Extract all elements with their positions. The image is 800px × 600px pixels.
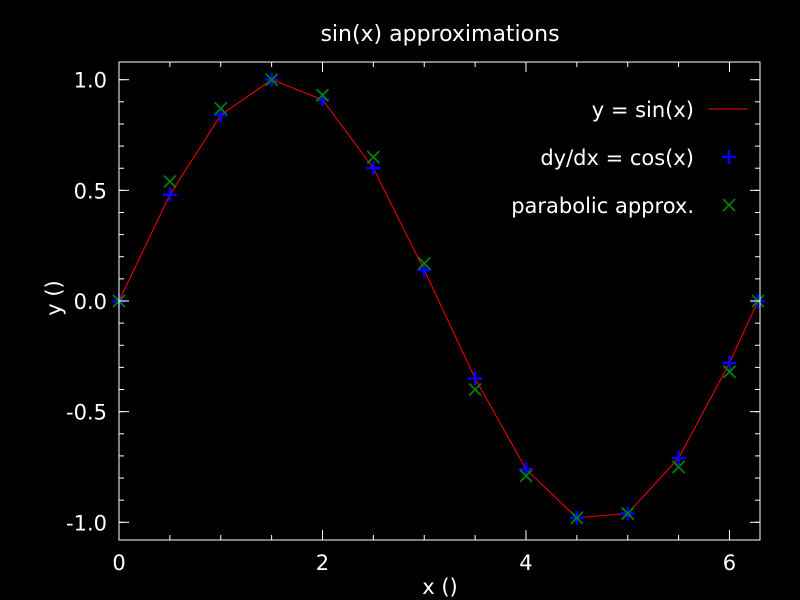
cross-marker-b: [722, 365, 737, 379]
cross-marker-b: [671, 460, 686, 474]
parabolic-point: [468, 382, 482, 397]
y-axis-label: y (): [42, 280, 66, 316]
x-tick-label: 4: [519, 551, 532, 575]
cross-marker-b: [214, 101, 228, 116]
cross-marker-b: [315, 88, 330, 102]
y-tick-label: -1.0: [66, 511, 107, 535]
cross-marker-b: [264, 73, 279, 87]
parabolic-point: [315, 88, 330, 102]
x-tick-label: 0: [112, 551, 125, 575]
parabolic-point: [671, 460, 686, 474]
cross-marker-b: [163, 174, 177, 189]
cross-marker-b: [722, 198, 736, 212]
cos-point: [162, 187, 177, 202]
x-tick-label: 2: [316, 551, 329, 575]
x-axis-label: x (): [422, 575, 458, 599]
chart-title: sin(x) approximations: [320, 22, 559, 47]
parabolic-point: [722, 365, 737, 379]
legend-entry: y = sin(x): [592, 98, 748, 122]
cos-point: [671, 451, 686, 466]
legend-label: parabolic approx.: [511, 194, 694, 218]
cos-point: [518, 462, 533, 477]
parabolic-point: [264, 73, 279, 87]
legend-entry: parabolic approx.: [511, 194, 736, 218]
cross-marker-b: [417, 256, 431, 271]
parabolic-point: [214, 101, 228, 116]
cross-marker-b: [621, 506, 635, 521]
axes: 0 2 4 6 1.0 0.5 0.0 -0.5 -1.0: [66, 61, 761, 575]
cross-marker-b: [519, 469, 533, 483]
cos-point: [722, 355, 737, 370]
cos-point: [366, 161, 381, 176]
y-tick-label: -0.5: [66, 401, 107, 425]
parabolic-point: [417, 256, 431, 271]
cos-point: [468, 371, 483, 386]
y-tick-label: 0.0: [74, 290, 107, 314]
parabolic-point: [366, 150, 381, 164]
parabolic-point: [163, 174, 177, 189]
parabolic-point: [519, 469, 533, 483]
x-tick-label: 6: [723, 551, 736, 575]
legend-marker-swatch: [722, 198, 736, 212]
cross-marker-b: [366, 150, 381, 164]
legend: y = sin(x) dy/dx = cos(x) parabolic approx…: [511, 98, 748, 218]
legend-label: y = sin(x): [592, 98, 694, 122]
parabolic-point: [621, 506, 635, 521]
series-line-sin: [118, 79, 759, 519]
cos-point: [417, 263, 432, 278]
cross-marker-b: [468, 382, 482, 397]
parabolic-point: [570, 511, 584, 525]
cos-point: [213, 108, 228, 123]
legend-label: dy/dx = cos(x): [540, 146, 694, 170]
legend-marker-swatch: [722, 150, 736, 164]
y-tick-label: 0.5: [74, 179, 107, 203]
cross-marker-b: [570, 511, 584, 525]
y-tick-label: 1.0: [74, 69, 107, 93]
legend-entry: dy/dx = cos(x): [540, 146, 736, 170]
